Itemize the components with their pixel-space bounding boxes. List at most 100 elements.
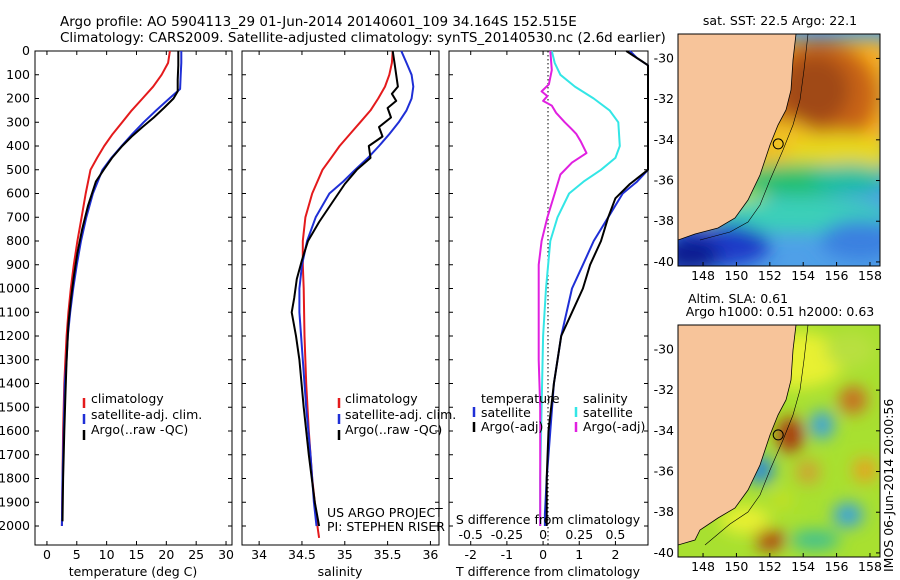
p1-xtick-label: 25 (188, 547, 204, 562)
depth-tick-label: 1000 (0, 281, 30, 296)
m1-lon-label: 158 (858, 268, 882, 283)
p1-xtick-label: 30 (218, 547, 234, 562)
p3-xtick-label: -2 (464, 547, 476, 562)
p3-series-satellite (539, 50, 621, 526)
m1-lon-label: 150 (725, 268, 749, 283)
depth-tick-label: 1100 (0, 304, 30, 319)
legend-s-satellite: satellite (583, 405, 633, 420)
sla-map-title: Altim. SLA: 0.61 (688, 291, 788, 306)
depth-tick-label: 800 (6, 233, 30, 248)
argo-location-marker-sla (772, 429, 784, 441)
depth-tick-label: 300 (6, 114, 30, 129)
m2-lat-label: -30 (654, 341, 674, 356)
p1-xtick-label: 10 (99, 547, 115, 562)
p3-xtick2-label: -0.25 (491, 527, 523, 542)
p2-xtick-label: 36 (422, 547, 438, 562)
depth-tick-label: 1400 (0, 376, 30, 391)
m1-lat-label: -38 (654, 213, 674, 228)
p2-series-satellite-adj-clim- (298, 50, 415, 527)
m2-lat-label: -32 (654, 382, 674, 397)
depth-tick-label: 200 (6, 91, 30, 106)
salinity-axes (241, 50, 440, 546)
difference-panel: -2 -1 0 1 2 -0.5 -0.25 0 0.25 0.5 S difference fr… (448, 50, 649, 579)
m1-lat-label: -34 (654, 132, 674, 147)
p3-series-argo-adj- (545, 50, 649, 526)
p3-xtick2-label: -0.5 (459, 527, 483, 542)
legend-title-temperature: temperature (481, 391, 560, 406)
depth-tick-label: 1500 (0, 399, 30, 414)
depth-tick-label: 0 (22, 43, 30, 58)
depth-tick-label: 400 (6, 138, 30, 153)
temperature-legend: climatology satellite-adj. clim. Argo(..… (82, 391, 202, 440)
salinity-legend-climatology: climatology (345, 391, 418, 406)
salinity-legend: climatology satellite-adj. clim. Argo(..… (337, 391, 456, 440)
sla-map-frame (677, 324, 881, 558)
depth-tick-label: 600 (6, 186, 30, 201)
p3-xtick-label: 0 (539, 547, 547, 562)
p1-series-climatology (60, 50, 171, 527)
p2-xtick-label: 35.5 (374, 547, 402, 562)
argo-location-marker (772, 138, 784, 150)
sla-map-image (678, 325, 880, 557)
p3-xtick2-label: 0.25 (565, 527, 593, 542)
p2-xtick-label: 34 (251, 547, 267, 562)
salinity-panel: 34 34.5 35 35.5 36 salinity climatology sate… (241, 50, 456, 579)
p2-series-climatology (301, 50, 394, 539)
m2-lon-label: 158 (858, 559, 882, 574)
m2-lon-label: 154 (791, 559, 815, 574)
legend-t-argo: Argo(-adj) (481, 419, 543, 434)
timestamp-stamp: IMOS 06-Jun-2014 20:00:56 (881, 399, 896, 572)
temperature-panel: 0 5 10 15 20 25 300100200300400500600700800900… (0, 43, 234, 579)
temperature-axes (34, 50, 233, 546)
depth-tick-label: 1800 (0, 471, 30, 486)
p3-xtick2-label: 0.5 (605, 527, 625, 542)
p1-xtick-label: 0 (43, 547, 51, 562)
sst-map-panel: sat. SST: 22.5 Argo: 22.1 148 150 1 (654, 13, 882, 283)
m2-lon-label: 150 (725, 559, 749, 574)
p1-xtick-label: 20 (158, 547, 174, 562)
header-line1: Argo profile: AO 5904113_29 01-Jun-2014 … (60, 14, 577, 30)
p2-xtick-label: 35 (337, 547, 353, 562)
sst-map-image (678, 34, 880, 266)
m1-lat-label: -30 (654, 50, 674, 65)
salinity-legend-argo: Argo(..raw -QC) (345, 422, 442, 437)
p3-series-satellite (543, 50, 649, 526)
s-difference-xlabel: S difference from climatology (456, 512, 641, 527)
salinity-xlabel: salinity (318, 564, 363, 579)
difference-legend: temperature satellite Argo(-adj) salinit… (472, 391, 645, 434)
m2-lat-label: -36 (654, 464, 674, 479)
p1-xtick-label: 5 (73, 547, 81, 562)
depth-tick-label: 2000 (0, 518, 30, 533)
depth-tick-label: 1700 (0, 447, 30, 462)
p1-xtick-label: 15 (129, 547, 145, 562)
m1-lat-label: -40 (654, 254, 674, 269)
depth-tick-label: 1200 (0, 328, 30, 343)
p3-xtick-label: -1 (501, 547, 513, 562)
credit-line2: PI: STEPHEN RISER (327, 519, 445, 534)
salinity-legend-satellite: satellite-adj. clim. (345, 407, 456, 422)
legend-title-salinity: salinity (583, 391, 628, 406)
m2-lon-label: 152 (758, 559, 782, 574)
depth-tick-label: 100 (6, 67, 30, 82)
credit-line1: US ARGO PROJECT (327, 505, 443, 520)
t-difference-xlabel: T difference from climatology (455, 564, 641, 579)
p2-series-argo-raw-qc- (290, 50, 399, 527)
sla-map-subtitle: Argo h1000: 0.51 h2000: 0.63 (686, 304, 875, 319)
sst-map-frame (677, 33, 881, 267)
temperature-legend-argo: Argo(..raw -QC) (91, 422, 188, 437)
legend-s-argo: Argo(-adj) (583, 419, 645, 434)
m2-lat-label: -34 (654, 423, 674, 438)
m1-lon-label: 148 (691, 268, 715, 283)
m1-lon-label: 154 (791, 268, 815, 283)
sla-map-panel: Altim. SLA: 0.61 Argo h1000: 0.51 h2000:… (654, 291, 882, 574)
depth-tick-label: 900 (6, 257, 30, 272)
m1-lon-label: 152 (758, 268, 782, 283)
temperature-legend-satellite: satellite-adj. clim. (91, 407, 202, 422)
m2-lat-label: -38 (654, 504, 674, 519)
header-line2: Climatology: CARS2009. Satellite-adjuste… (60, 30, 666, 46)
m2-lat-label: -40 (654, 545, 674, 560)
p3-series-argo-adj- (537, 50, 588, 526)
m2-lon-label: 156 (825, 559, 849, 574)
p1-series-argo-raw-qc- (61, 51, 180, 522)
